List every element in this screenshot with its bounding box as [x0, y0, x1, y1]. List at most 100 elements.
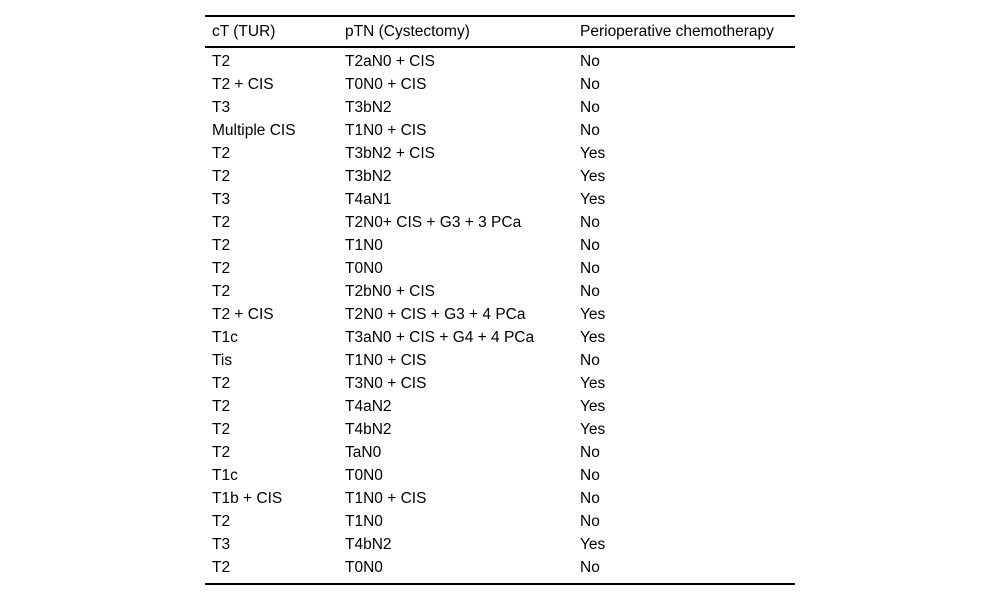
table-row: T3 T3bN2 No: [205, 96, 795, 119]
table-row: T2 T2aN0 + CIS No: [205, 50, 795, 73]
cell-ptn: T1N0: [345, 236, 383, 254]
cell-chemo: Yes: [580, 328, 606, 346]
cell-ptn: T2N0+ CIS + G3 + 3 PCa: [345, 213, 522, 231]
cell-ct: T2: [212, 213, 231, 231]
cell-ptn: T4bN2: [345, 420, 392, 438]
cell-ptn: TaN0: [345, 443, 382, 461]
table-row: T2 T2bN0 + CIS No: [205, 280, 795, 303]
cell-ct: T2: [212, 420, 231, 438]
cell-ct: T2: [212, 282, 231, 300]
column-header-ptn: pTN (Cystectomy): [345, 22, 470, 40]
cell-chemo: No: [580, 489, 600, 507]
table-row: Tis T1N0 + CIS No: [205, 349, 795, 372]
cell-ct: T2: [212, 374, 231, 392]
cell-ptn: T4bN2: [345, 535, 392, 553]
table-row: T2 T1N0 No: [205, 510, 795, 533]
cell-ptn: T2N0 + CIS + G3 + 4 PCa: [345, 305, 526, 323]
table-row: T2 T1N0 No: [205, 234, 795, 257]
table-row: T2 + CIS T0N0 + CIS No: [205, 73, 795, 96]
table-row: Multiple CIS T1N0 + CIS No: [205, 119, 795, 142]
cell-ptn: T0N0: [345, 558, 383, 576]
column-header-ct: cT (TUR): [212, 22, 276, 40]
cell-chemo: No: [580, 52, 600, 70]
table-row: T2 T3N0 + CIS Yes: [205, 372, 795, 395]
cell-ct: T2: [212, 259, 231, 277]
cell-ct: T2: [212, 512, 231, 530]
table-row: T2 T0N0 No: [205, 556, 795, 579]
cell-chemo: Yes: [580, 374, 606, 392]
table-row: T2 T3bN2 + CIS Yes: [205, 142, 795, 165]
cell-ptn: T3bN2: [345, 98, 392, 116]
cell-ct: T3: [212, 98, 231, 116]
cell-ct: T1c: [212, 466, 238, 484]
table-row: T2 TaN0 No: [205, 441, 795, 464]
cell-chemo: Yes: [580, 190, 606, 208]
cell-ptn: T4aN2: [345, 397, 392, 415]
cell-ct: T3: [212, 535, 231, 553]
table-header-row: cT (TUR) pTN (Cystectomy) Perioperative …: [205, 17, 795, 48]
cell-ptn: T0N0 + CIS: [345, 75, 427, 93]
cell-ct: T2: [212, 144, 231, 162]
cell-ptn: T1N0 + CIS: [345, 489, 427, 507]
cell-ptn: T3bN2: [345, 167, 392, 185]
cell-ptn: T1N0: [345, 512, 383, 530]
cell-chemo: Yes: [580, 167, 606, 185]
cell-chemo: Yes: [580, 397, 606, 415]
cell-ct: T2: [212, 443, 231, 461]
cell-chemo: Yes: [580, 535, 606, 553]
table: cT (TUR) pTN (Cystectomy) Perioperative …: [205, 15, 795, 585]
cell-ct: T2: [212, 167, 231, 185]
table-row: T3 T4aN1 Yes: [205, 188, 795, 211]
table-row: T1c T0N0 No: [205, 464, 795, 487]
table-row: T1c T3aN0 + CIS + G4 + 4 PCa Yes: [205, 326, 795, 349]
cell-chemo: Yes: [580, 420, 606, 438]
cell-chemo: No: [580, 512, 600, 530]
cell-ct: T2: [212, 558, 231, 576]
cell-chemo: Yes: [580, 305, 606, 323]
cell-ptn: T1N0 + CIS: [345, 121, 427, 139]
table-body: T2 T2aN0 + CIS No T2 + CIS T0N0 + CIS No T3 T3b…: [205, 48, 795, 585]
cell-chemo: No: [580, 121, 600, 139]
patients-table: cT (TUR) pTN (Cystectomy) Perioperative …: [205, 15, 795, 585]
table-row: T2 T4bN2 Yes: [205, 418, 795, 441]
cell-chemo: No: [580, 98, 600, 116]
cell-chemo: No: [580, 466, 600, 484]
table-row: T2 T4aN2 Yes: [205, 395, 795, 418]
table-row: T2 T2N0+ CIS + G3 + 3 PCa No: [205, 211, 795, 234]
cell-ptn: T0N0: [345, 466, 383, 484]
cell-ct: Multiple CIS: [212, 121, 296, 139]
table-row: T2 T3bN2 Yes: [205, 165, 795, 188]
cell-chemo: No: [580, 236, 600, 254]
cell-ptn: T3aN0 + CIS + G4 + 4 PCa: [345, 328, 535, 346]
cell-chemo: No: [580, 213, 600, 231]
cell-ptn: T2bN0 + CIS: [345, 282, 436, 300]
cell-ct: T2 + CIS: [212, 75, 274, 93]
cell-ct: T2: [212, 236, 231, 254]
cell-chemo: Yes: [580, 144, 606, 162]
cell-ptn: T3bN2 + CIS: [345, 144, 436, 162]
cell-ct: T3: [212, 190, 231, 208]
table-row: T2 T0N0 No: [205, 257, 795, 280]
cell-ct: T2 + CIS: [212, 305, 274, 323]
cell-ct: Tis: [212, 351, 233, 369]
cell-ptn: T1N0 + CIS: [345, 351, 427, 369]
cell-ct: T2: [212, 52, 231, 70]
cell-ct: T2: [212, 397, 231, 415]
cell-chemo: No: [580, 75, 600, 93]
cell-ct: T1c: [212, 328, 238, 346]
table-row: T3 T4bN2 Yes: [205, 533, 795, 556]
cell-ptn: T0N0: [345, 259, 383, 277]
table-row: T2 + CIS T2N0 + CIS + G3 + 4 PCa Yes: [205, 303, 795, 326]
cell-chemo: No: [580, 558, 600, 576]
cell-chemo: No: [580, 259, 600, 277]
cell-ct: T1b + CIS: [212, 489, 283, 507]
cell-ptn: T3N0 + CIS: [345, 374, 427, 392]
cell-chemo: No: [580, 282, 600, 300]
table-row: T1b + CIS T1N0 + CIS No: [205, 487, 795, 510]
cell-chemo: No: [580, 443, 600, 461]
column-header-chemo: Perioperative chemotherapy: [580, 22, 774, 40]
cell-ptn: T4aN1: [345, 190, 392, 208]
cell-chemo: No: [580, 351, 600, 369]
cell-ptn: T2aN0 + CIS: [345, 52, 436, 70]
